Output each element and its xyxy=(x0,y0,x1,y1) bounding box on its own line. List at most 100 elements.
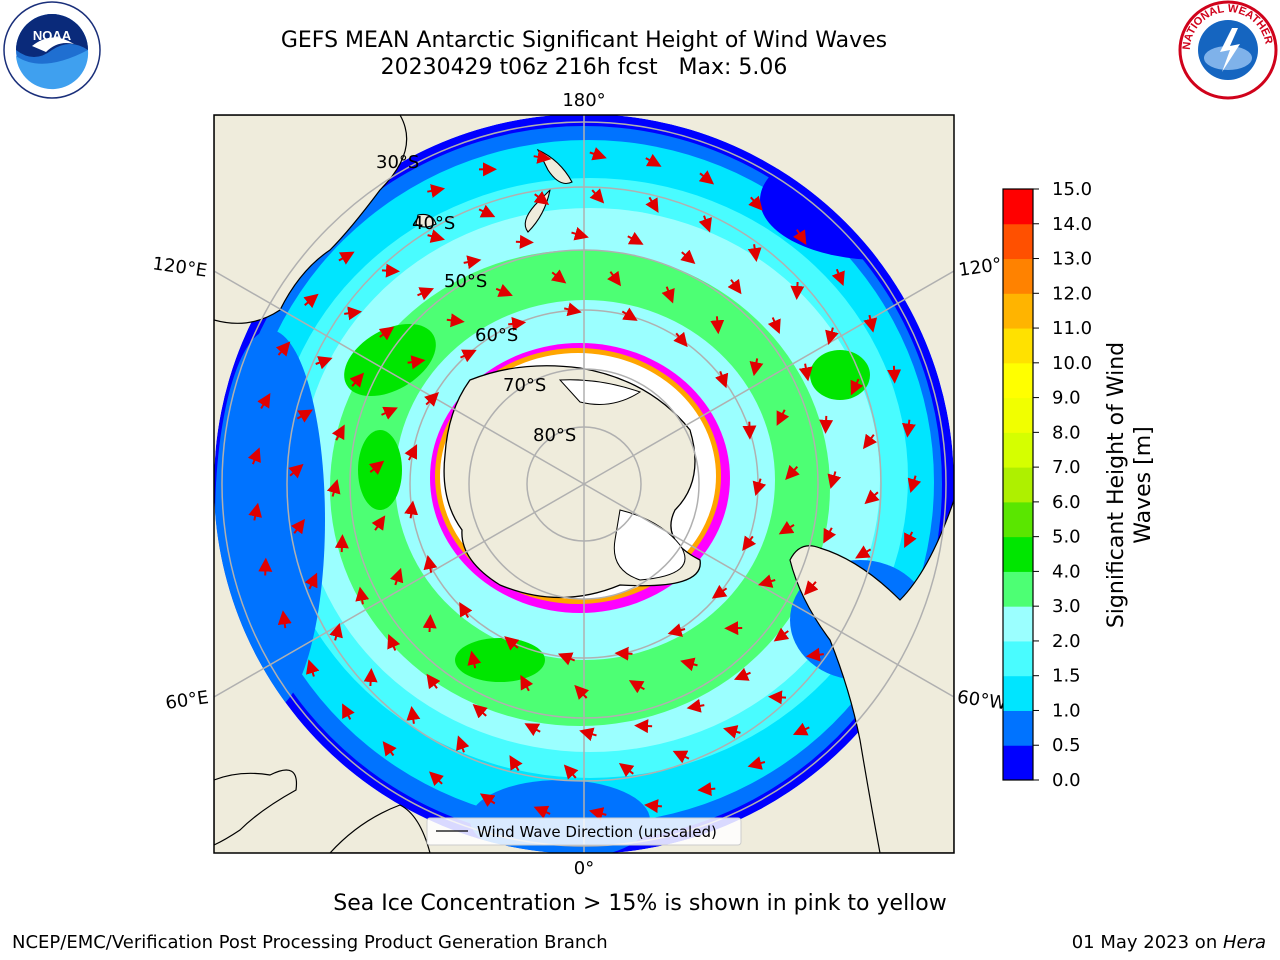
wave-direction-arrow xyxy=(290,518,305,535)
wave-direction-arrow xyxy=(524,723,541,737)
lon-label-120w: 120° xyxy=(957,254,1003,281)
colorbar-segment xyxy=(1003,223,1033,260)
wave-direction-arrow xyxy=(748,195,763,211)
madagascar-region xyxy=(329,804,431,853)
south-america xyxy=(789,499,954,853)
wave-direction-arrow xyxy=(621,307,638,321)
wave-direction-arrow xyxy=(672,750,690,764)
colorbar-tick-label: 4.0 xyxy=(1052,561,1081,582)
map-border xyxy=(213,114,955,854)
wave-direction-arrow xyxy=(579,727,597,742)
wave-direction-arrow xyxy=(296,409,313,423)
wave-direction-arrow xyxy=(574,684,589,700)
wave-direction-arrow xyxy=(588,807,607,821)
lon-label-120e: 120°E xyxy=(151,253,208,281)
wave-direction-arrow xyxy=(427,184,446,198)
wave-direction-arrow xyxy=(747,244,762,263)
wave-direction-arrow xyxy=(381,406,398,420)
wave-direction-arrow xyxy=(406,705,421,724)
wave-direction-arrow xyxy=(446,313,465,328)
wave-direction-arrow xyxy=(904,531,917,548)
colorbar-segment xyxy=(1003,501,1033,538)
wave-direction-arrow xyxy=(424,391,439,407)
lat-label-80s: 80°S xyxy=(533,425,576,446)
wave-direction-arrow xyxy=(371,515,386,531)
wave-direction-arrow xyxy=(349,372,365,388)
wave-direction-arrow xyxy=(479,793,496,808)
wave-direction-arrow xyxy=(589,147,607,161)
lat-label-40s: 40°S xyxy=(412,213,455,234)
wave-direction-arrow xyxy=(618,763,635,778)
wave-direction-arrow xyxy=(644,799,662,814)
colorbar-segment xyxy=(1003,467,1033,503)
wave-direction-arrow xyxy=(831,268,845,286)
wave-direction-arrow xyxy=(389,567,404,586)
wave-direction-arrow xyxy=(344,306,363,321)
colorbar-tick-label: 15.0 xyxy=(1052,179,1092,200)
wave-direction-arrow xyxy=(793,229,807,245)
wave-direction-arrow xyxy=(247,447,261,465)
wave-direction-arrow xyxy=(645,153,662,167)
nws-logo: NATIONAL WEATHER SERVICE xyxy=(1178,0,1278,100)
wave-direction-arrow xyxy=(459,601,473,619)
wave-direction-arrow xyxy=(382,741,397,757)
wave-direction-arrow xyxy=(627,231,644,245)
wave-direction-arrow xyxy=(304,572,318,590)
wave-direction-arrow xyxy=(733,667,751,681)
africa xyxy=(214,769,298,846)
wave-direction-arrow xyxy=(907,475,922,494)
colorbar-segment xyxy=(1003,745,1033,781)
wave-direction-arrow xyxy=(773,627,790,642)
lat-label-70s: 70°S xyxy=(503,375,546,396)
wave-direction-arrow xyxy=(417,287,435,301)
wave-direction-arrow xyxy=(790,281,805,300)
wave-direction-arrow xyxy=(742,535,757,551)
wave-direction-arrow xyxy=(342,703,355,720)
wave-direction-arrow xyxy=(850,378,864,396)
wave-direction-arrow xyxy=(686,698,705,713)
colorbar-tick-label: 0.0 xyxy=(1052,770,1081,791)
wave-direction-arrow xyxy=(426,673,441,690)
wave-direction-arrow xyxy=(747,756,766,770)
wave-direction-arrow xyxy=(819,415,834,434)
colorbar-tick-label: 1.0 xyxy=(1052,700,1081,721)
colorbar-segment xyxy=(1003,640,1033,677)
wave-direction-arrow xyxy=(460,349,477,363)
wave-direction-arrow xyxy=(768,690,787,705)
wave-direction-arrow xyxy=(363,668,378,687)
wave-direction-arrow xyxy=(792,722,810,736)
wave-direction-arrow xyxy=(607,270,622,287)
chart-subtitle: 20230429 t06z 216h fcst Max: 5.06 xyxy=(380,55,788,80)
colorbar-segment xyxy=(1003,293,1033,329)
colorbar-tick-label: 7.0 xyxy=(1052,457,1081,478)
wave-direction-arrow xyxy=(589,188,605,204)
lon-label-0: 0° xyxy=(574,858,594,879)
wave-direction-arrow xyxy=(427,229,445,243)
colorbar xyxy=(1003,189,1033,781)
wave-direction-arrow xyxy=(533,191,550,206)
wave-direction-arrow xyxy=(334,534,349,553)
footer-credit: NCEP/EMC/Verification Post Processing Pr… xyxy=(12,932,608,953)
colorbar-segment xyxy=(1003,571,1033,607)
wave-direction-arrow xyxy=(404,444,418,461)
colorbar-tick-label: 1.5 xyxy=(1052,666,1081,687)
wave-direction-arrow xyxy=(757,574,776,588)
wave-direction-arrow xyxy=(710,316,725,335)
wave-direction-arrow xyxy=(628,680,645,694)
wave-direction-arrow xyxy=(378,326,395,341)
wave-direction-arrow xyxy=(711,584,728,599)
wave-direction-arrow xyxy=(355,586,370,605)
wave-direction-arrow xyxy=(680,657,698,672)
wave-direction-arrow xyxy=(634,719,653,734)
wave-direction-arrow xyxy=(887,365,902,384)
wave-direction-arrow xyxy=(901,419,916,438)
colorbar-tick-label: 14.0 xyxy=(1052,214,1092,235)
wave-direction-arrow xyxy=(472,703,488,719)
wave-direction-arrow xyxy=(329,623,343,641)
noaa-logo: NOAA xyxy=(3,1,101,99)
wave-direction-arrow xyxy=(805,647,824,662)
wave-direction-arrow xyxy=(563,764,579,780)
colorbar-tick-label: 5.0 xyxy=(1052,527,1081,548)
wave-direction-arrow xyxy=(778,521,795,535)
wave-direction-arrow xyxy=(697,781,716,796)
